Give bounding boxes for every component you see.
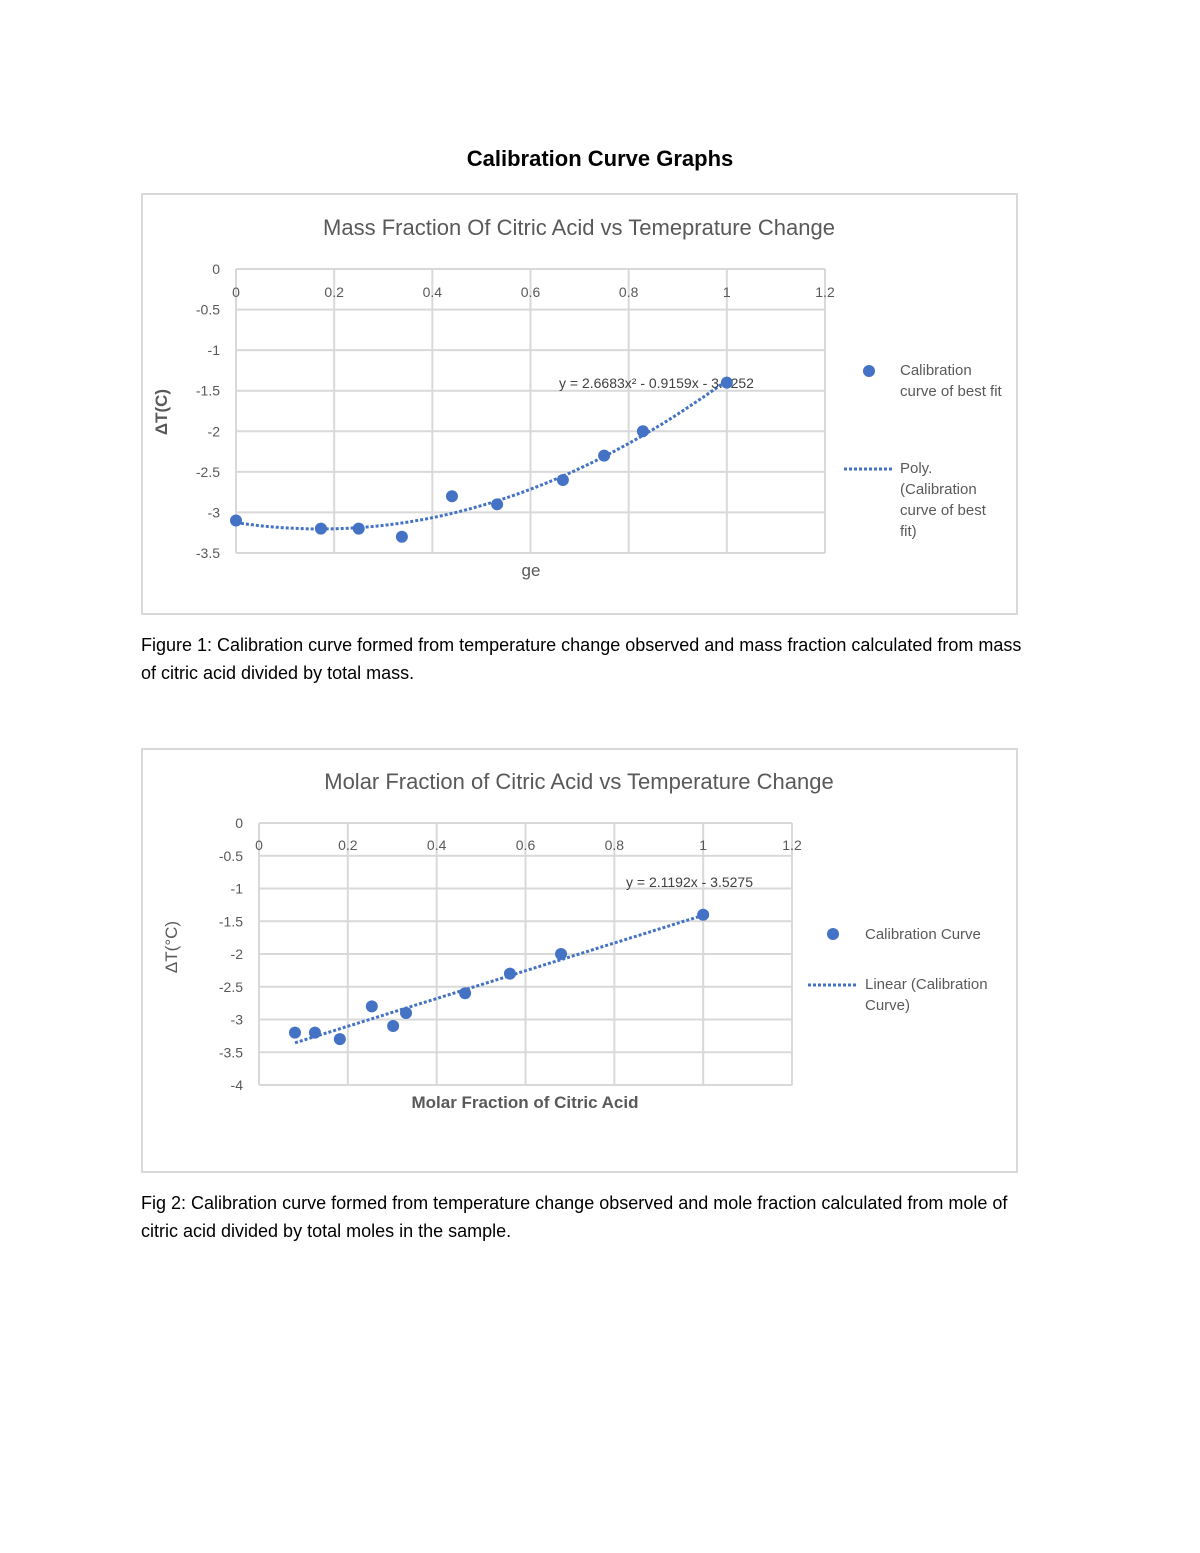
x-tick-label: 0.2 <box>338 837 358 853</box>
y-tick-label: -3 <box>231 1012 244 1028</box>
data-point <box>491 498 504 511</box>
legend-label-trendline: Linear (Calibration Curve) <box>865 976 988 1014</box>
data-point <box>598 449 611 462</box>
figure-1-caption: Figure 1: Calibration curve formed from … <box>141 635 1022 683</box>
x-tick-label: 1.2 <box>815 284 835 300</box>
data-point <box>314 522 327 535</box>
y-tick-label: -3.5 <box>196 545 220 561</box>
x-tick-label: 0.4 <box>427 837 447 853</box>
y-tick-label: -1 <box>208 342 221 358</box>
x-tick-label: 1 <box>699 837 707 853</box>
y-tick-label: -0.5 <box>219 848 243 864</box>
y-tick-label: 0 <box>235 815 243 831</box>
y-tick-label: -0.5 <box>196 302 220 318</box>
data-point <box>387 1020 400 1033</box>
legend-marker-series <box>863 365 875 377</box>
trendline-equation: y = 2.1192x - 3.5275 <box>626 874 753 890</box>
chart-mass-fraction: Mass Fraction Of Citric Acid vs Temeprat… <box>141 193 1018 615</box>
legend-label-trendline: Poly. (Calibration curve of best fit) <box>900 460 986 540</box>
data-point <box>503 967 516 980</box>
chart-molar-fraction: Molar Fraction of Citric Acid vs Tempera… <box>141 748 1018 1173</box>
y-axis-label: ΔT(C) <box>152 389 171 435</box>
data-point <box>556 473 569 486</box>
data-point <box>445 490 458 503</box>
x-tick-label: 0 <box>232 284 240 300</box>
legend-label-series: Calibration curve of best fit <box>900 362 1002 400</box>
trendline-equation: y = 2.6683x² - 0.9159x - 3.1252 <box>559 375 754 391</box>
y-tick-label: 0 <box>212 261 220 277</box>
y-tick-label: -1.5 <box>196 383 220 399</box>
data-point <box>365 1000 378 1013</box>
y-tick-label: -2.5 <box>196 464 220 480</box>
data-point <box>555 948 568 960</box>
figure-2-caption: Fig 2: Calibration curve formed from tem… <box>141 1193 1008 1241</box>
trendline <box>235 379 728 531</box>
y-tick-label: -2.5 <box>219 979 243 995</box>
y-tick-label: -3 <box>208 504 221 520</box>
y-axis-label: ΔT(°C) <box>162 921 181 973</box>
data-point <box>400 1006 413 1019</box>
x-tick-label: 0.6 <box>516 837 536 853</box>
legend-label-series: Calibration Curve <box>865 926 981 943</box>
x-axis-label: Molar Fraction of Citric Acid <box>411 1093 638 1112</box>
y-tick-label: -3.5 <box>219 1044 243 1060</box>
chart-title: Molar Fraction of Citric Acid vs Tempera… <box>324 769 833 794</box>
y-tick-label: -2 <box>231 946 244 962</box>
x-tick-label: 0 <box>255 837 263 853</box>
document-title: Calibration Curve Graphs <box>466 146 734 171</box>
x-tick-label: 0.4 <box>423 284 443 300</box>
legend-marker-series <box>827 928 839 940</box>
chart-title: Mass Fraction Of Citric Acid vs Temeprat… <box>323 215 835 240</box>
data-point <box>395 530 408 543</box>
data-point <box>636 425 649 438</box>
data-point <box>697 908 710 921</box>
data-point <box>333 1033 346 1046</box>
data-point <box>288 1026 301 1039</box>
trendline <box>294 913 704 1045</box>
y-tick-label: -4 <box>231 1077 244 1093</box>
x-axis-label: ge <box>522 561 541 580</box>
x-tick-label: 0.2 <box>324 284 344 300</box>
y-tick-label: -1 <box>231 881 244 897</box>
x-tick-label: 1.2 <box>782 837 802 853</box>
x-tick-label: 0.8 <box>619 284 639 300</box>
chart-svg: Mass Fraction Of Citric Acid vs Temeprat… <box>152 215 894 580</box>
data-point <box>308 1026 321 1039</box>
data-point <box>720 376 733 389</box>
x-tick-label: 0.6 <box>521 284 541 300</box>
y-tick-label: -1.5 <box>219 913 243 929</box>
data-point <box>352 522 365 535</box>
chart-svg: Molar Fraction of Citric Acid vs Tempera… <box>162 769 858 1112</box>
data-point <box>230 514 242 527</box>
x-tick-label: 0.8 <box>605 837 625 853</box>
data-point <box>459 987 472 1000</box>
x-tick-label: 1 <box>723 284 731 300</box>
y-tick-label: -2 <box>208 423 221 439</box>
